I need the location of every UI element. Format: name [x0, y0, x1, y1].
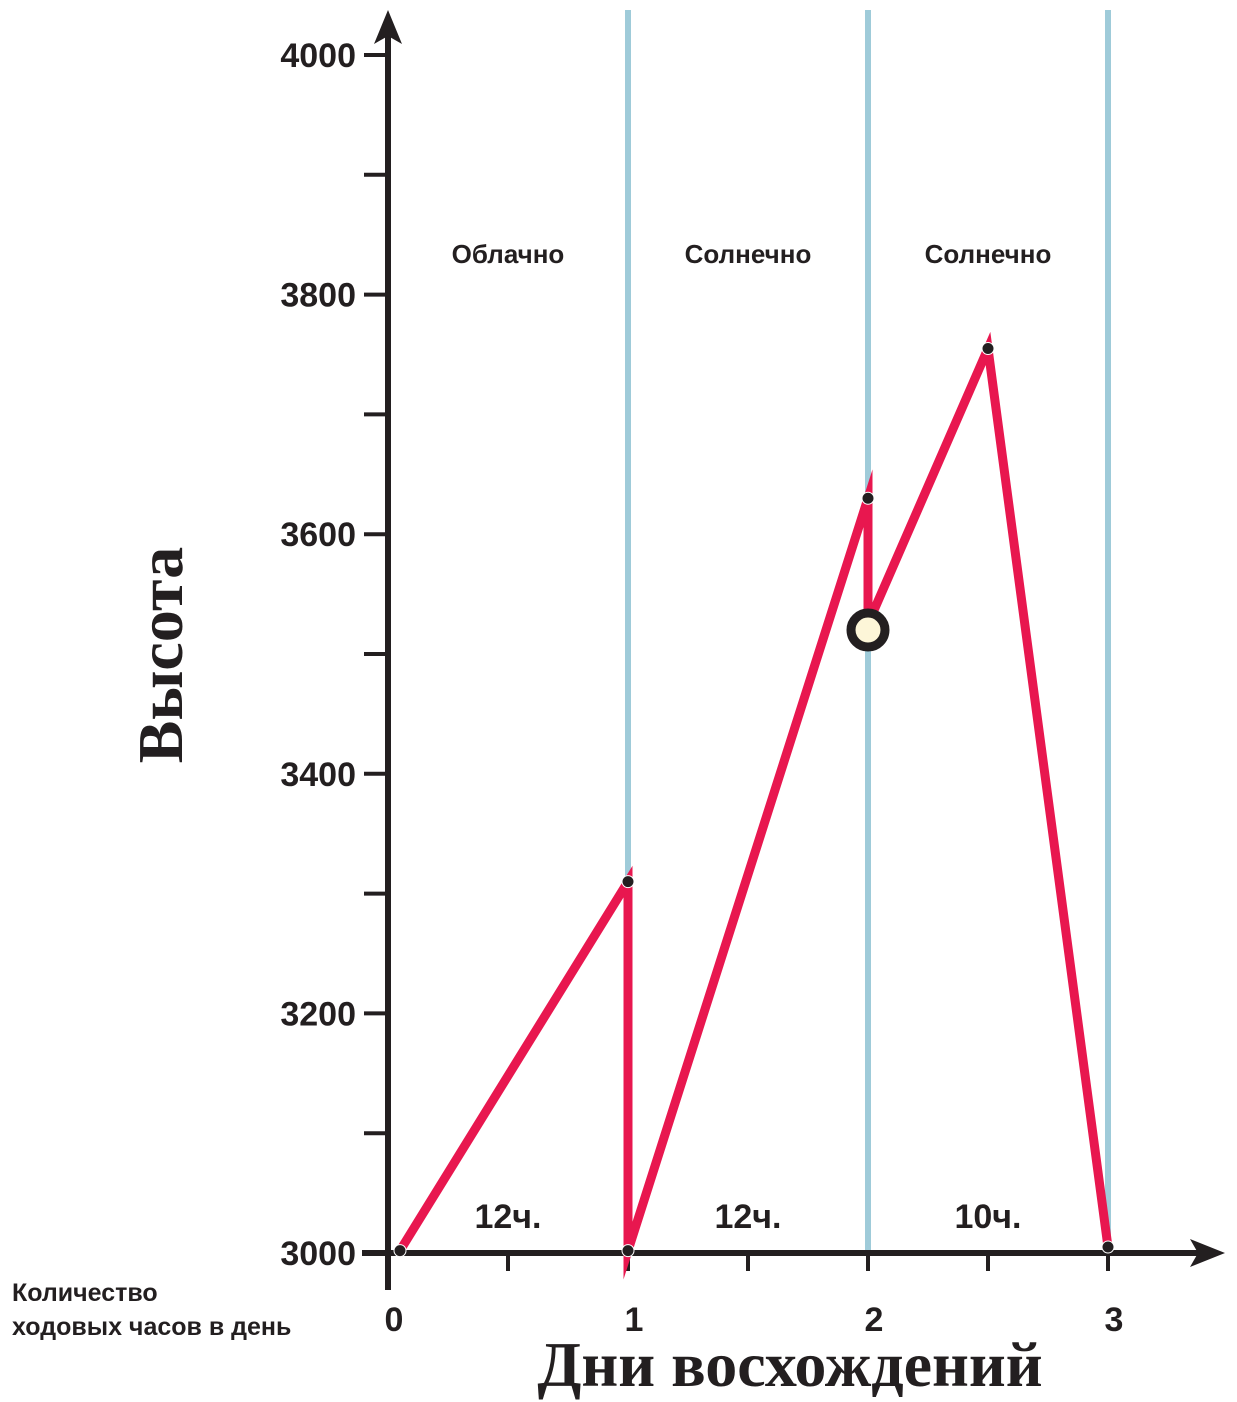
x-tick-label-3: 3	[1105, 1301, 1124, 1339]
hours-per-day-note: Количество ходовых часов в день	[12, 1279, 292, 1341]
altitude-series	[393, 331, 1115, 1280]
y-axis-arrow	[374, 10, 402, 44]
x-tick-label-0: 0	[385, 1301, 404, 1339]
weather-label-1: Облачно	[452, 239, 565, 269]
hours-label-1: 12ч.	[474, 1198, 541, 1236]
axes: 3000 3200 3400 3600 3800 4000 0 1 2 3	[280, 10, 1225, 1339]
data-point-2	[621, 875, 635, 889]
y-tick-label-3400: 3400	[280, 756, 356, 794]
x-axis-arrow	[1190, 1239, 1225, 1267]
data-point-3	[621, 1244, 635, 1258]
x-tick-label-1: 1	[625, 1301, 644, 1339]
x-axis-title: Дни восхождений	[537, 1329, 1042, 1400]
data-point-6	[981, 342, 995, 356]
data-point-4	[861, 491, 875, 505]
y-tick-label-4000: 4000	[280, 37, 356, 75]
y-tick-label-3600: 3600	[280, 516, 356, 554]
y-tick-label-3000: 3000	[280, 1235, 356, 1273]
x-tick-label-2: 2	[865, 1301, 884, 1339]
hours-labels: 12ч. 12ч. 10ч.	[474, 1198, 1021, 1236]
hours-label-3: 10ч.	[954, 1198, 1021, 1236]
y-axis-title: Высота	[125, 547, 196, 763]
weather-label-3: Солнечно	[925, 239, 1052, 269]
y-tick-label-3200: 3200	[280, 995, 356, 1033]
hours-label-2: 12ч.	[714, 1198, 781, 1236]
y-tick-label-3800: 3800	[280, 277, 356, 315]
series-line-1	[396, 331, 1113, 1280]
weather-labels: Облачно Солнечно Солнечно	[452, 239, 1052, 269]
data-point-1	[393, 1244, 407, 1258]
axis-titles: Высота Дни восхождений	[125, 547, 1043, 1400]
camp-marker	[846, 608, 890, 652]
weather-label-2: Солнечно	[685, 239, 812, 269]
data-point-7	[1101, 1240, 1115, 1254]
